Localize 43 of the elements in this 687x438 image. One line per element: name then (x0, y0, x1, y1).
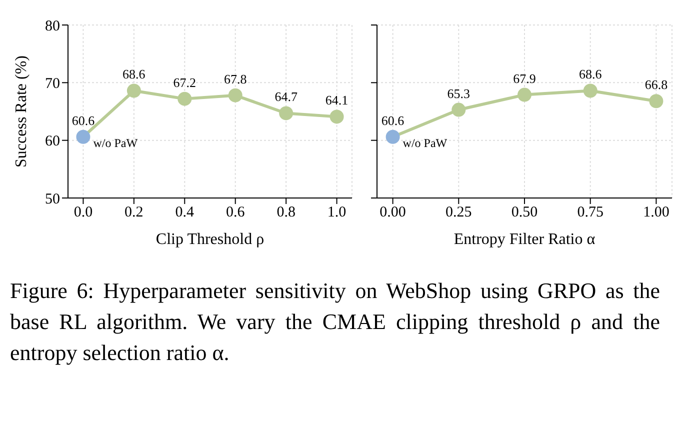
x-tick-label: 0.50 (511, 204, 538, 221)
point (330, 110, 344, 124)
data-label: 60.6 (381, 112, 405, 128)
annotation: w/o PaW (93, 136, 138, 150)
point (76, 130, 90, 144)
point (583, 84, 598, 98)
annotation: w/o PaW (402, 136, 448, 150)
data-label: 65.3 (447, 86, 470, 101)
x-tick-label: 0.25 (446, 204, 472, 221)
x-tick-label: 1.00 (643, 204, 670, 221)
data-label: 67.8 (224, 71, 247, 86)
x-tick-label: 0.4 (175, 204, 195, 221)
point (228, 88, 242, 102)
point (386, 130, 400, 144)
data-label: 67.9 (513, 70, 536, 86)
data-label: 68.6 (578, 66, 602, 82)
y-tick-label: 70 (45, 76, 60, 92)
data-label: 66.8 (644, 77, 668, 92)
point (279, 106, 294, 120)
x-axis-title: Entropy Filter Ratio α (454, 231, 596, 248)
data-label: 68.6 (122, 66, 146, 82)
data-label: 64.7 (274, 89, 298, 104)
point (178, 92, 192, 106)
x-tick-label: 0.8 (276, 204, 296, 221)
x-tick-label: 0.0 (74, 204, 93, 221)
y-tick-label: 60 (45, 134, 60, 150)
y-tick-label: 50 (45, 191, 60, 208)
point (452, 102, 466, 117)
x-tick-label: 0.75 (577, 204, 604, 221)
data-label: 64.1 (325, 92, 348, 108)
point (518, 88, 532, 102)
point (649, 94, 664, 108)
caption: Figure 6: Hyperparameter sensitivity on WebShop using GRPO as the base RL algorithm. We vary the CMAE clipping threshold ρ and the entropy selection ratio α. (10, 277, 660, 367)
data-label: 67.2 (173, 74, 196, 90)
data-label: 60.6 (72, 112, 96, 128)
x-tick-label: 0.6 (226, 204, 246, 221)
x-tick-label: 1.0 (327, 204, 346, 221)
x-axis-title: Clip Threshold ρ (156, 231, 264, 248)
x-tick-label: 0.2 (124, 204, 144, 221)
y-tick-label: 80 (45, 18, 60, 34)
y-axis-title: Success Rate (%) (13, 56, 30, 168)
x-tick-label: 0.00 (380, 204, 406, 221)
point (126, 84, 141, 98)
